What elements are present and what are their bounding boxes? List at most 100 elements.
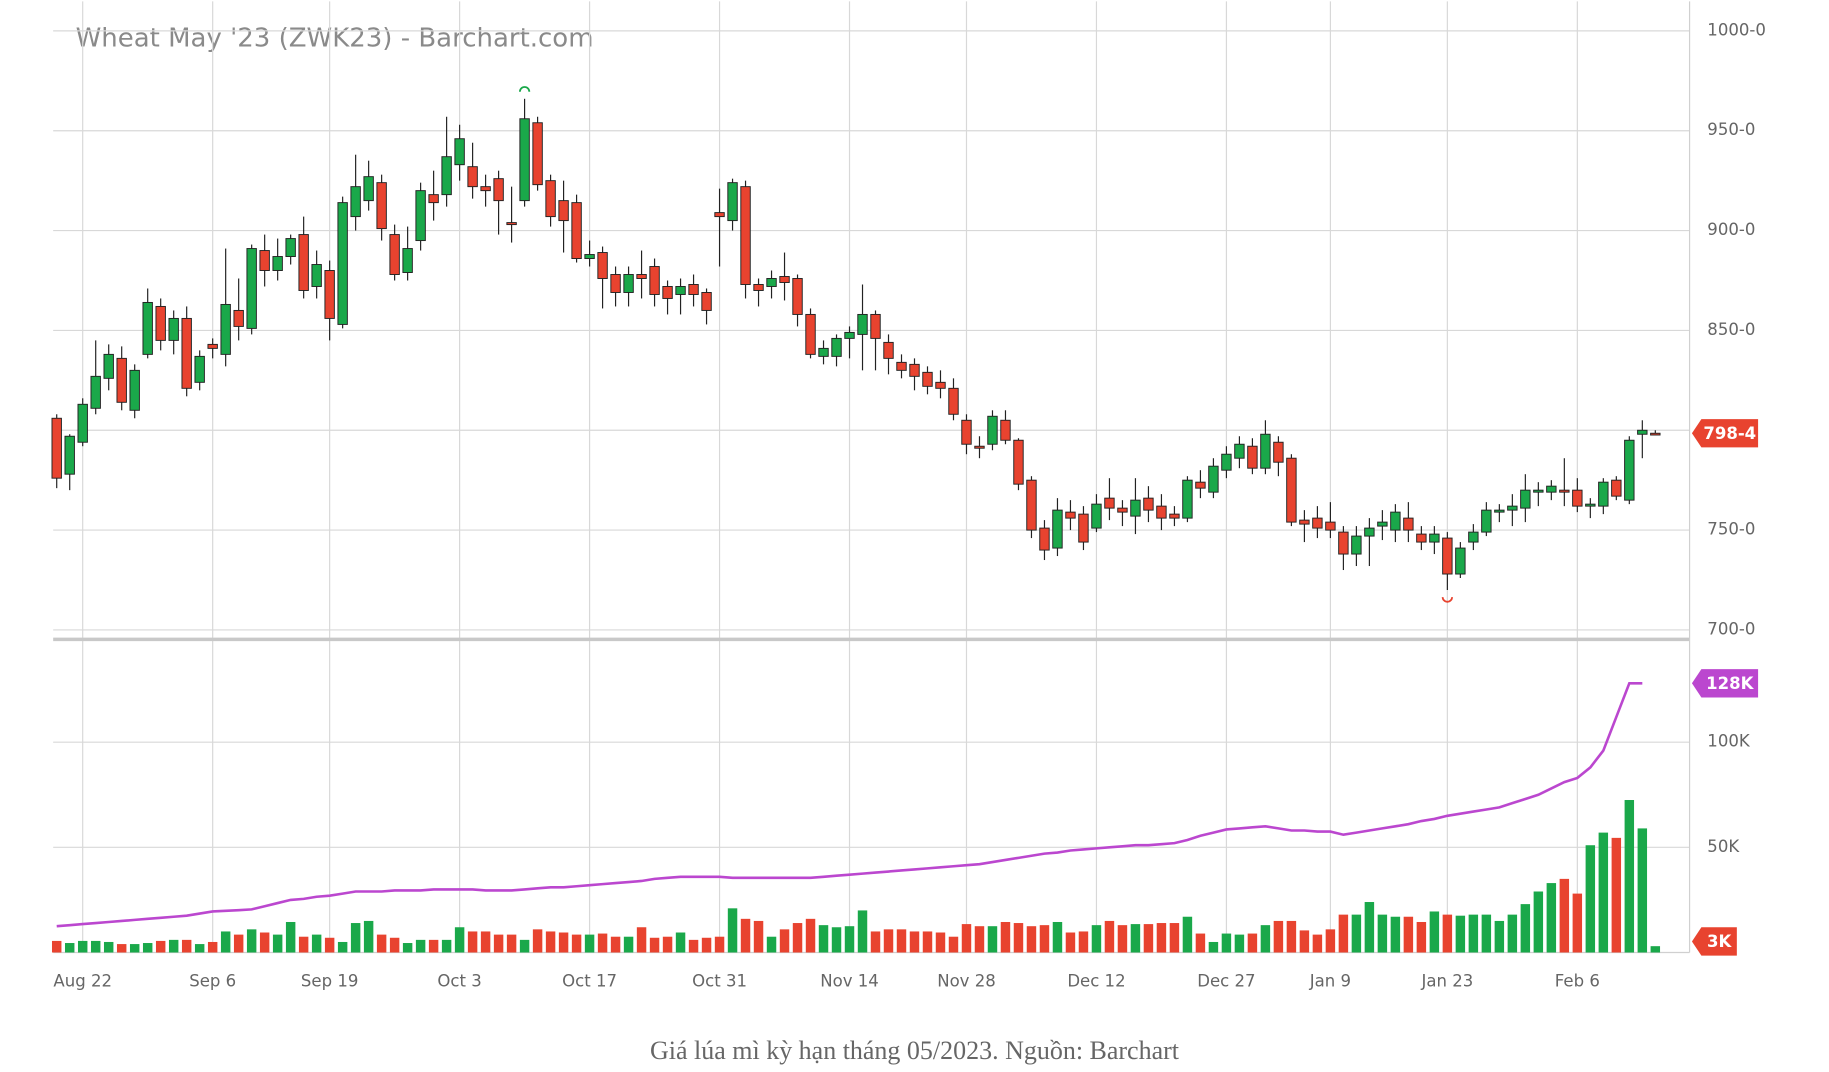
candle-body <box>1286 457 1297 523</box>
candle-body <box>454 138 465 166</box>
candle-body <box>1351 535 1362 555</box>
volume-bar <box>1117 925 1128 953</box>
volume-bar <box>844 926 855 953</box>
candle-body <box>1130 499 1141 517</box>
volume-bar <box>389 937 400 953</box>
volume-bar <box>51 940 62 953</box>
volume-bar <box>675 932 686 953</box>
candle-body <box>64 435 75 475</box>
y-tick-label: 100K <box>1707 732 1751 751</box>
volume-bar <box>1650 946 1661 953</box>
candle-body <box>207 343 218 349</box>
volume-bar <box>1221 933 1232 953</box>
volume-bar <box>1390 916 1401 953</box>
candle-body <box>1208 465 1219 493</box>
volume-bar <box>1130 924 1141 953</box>
candle-body <box>1299 519 1310 525</box>
x-tick-label: Oct 17 <box>562 972 617 991</box>
candle-body <box>1455 547 1466 575</box>
y-tick-label: 900-0 <box>1707 220 1755 239</box>
volume-bar <box>1624 800 1635 953</box>
candle-body <box>974 445 985 449</box>
candle-body <box>272 256 283 271</box>
candle-body <box>766 278 777 287</box>
volume-bar <box>1234 934 1245 953</box>
candle-body <box>584 254 595 260</box>
candle-body <box>480 186 491 192</box>
volume-bar <box>1455 915 1466 953</box>
volume-bar <box>1156 923 1167 953</box>
x-tick-label: Aug 22 <box>53 972 112 991</box>
x-tick-label: Dec 12 <box>1067 972 1125 991</box>
candle-body <box>142 301 153 355</box>
candle-body <box>350 186 361 218</box>
candle-body <box>402 248 413 273</box>
candle-body <box>1494 509 1505 513</box>
volume-bar <box>961 924 972 953</box>
volume-bar <box>1507 914 1518 953</box>
candle-body <box>1156 505 1167 519</box>
candle-body <box>714 212 725 218</box>
candle-body <box>1000 419 1011 441</box>
candle-body <box>1273 441 1284 463</box>
volume-bar <box>805 918 816 953</box>
volume-bar <box>740 918 751 953</box>
volume-bar <box>1169 923 1180 953</box>
candle-body <box>1416 533 1427 543</box>
volume-bar <box>350 923 361 953</box>
volume-bar <box>571 934 582 953</box>
volume-bar <box>662 936 673 953</box>
volume-bar <box>1429 911 1440 953</box>
candle-body <box>415 190 426 242</box>
candle-body <box>844 331 855 339</box>
volume-bar <box>415 939 426 953</box>
volume-bar <box>1325 929 1336 953</box>
candle-body <box>77 403 88 443</box>
candle-body <box>363 176 374 202</box>
candle-body <box>155 305 166 341</box>
x-tick-label: Sep 6 <box>189 972 236 991</box>
volume-bar <box>116 944 127 953</box>
grid <box>53 1 1690 953</box>
candle-body <box>688 284 699 295</box>
volume-bar <box>467 931 478 953</box>
candle-body <box>1221 453 1232 471</box>
candle-body <box>701 292 712 311</box>
volume-bar <box>259 932 270 953</box>
open-interest-tag <box>1691 669 1759 698</box>
volume-bar <box>220 931 231 953</box>
candle-body <box>1533 489 1544 493</box>
candle-body <box>532 122 543 186</box>
volume-bar <box>1052 921 1063 953</box>
volume-bar <box>64 943 75 953</box>
candle-body <box>1052 509 1063 549</box>
volume-bar <box>441 939 452 953</box>
volume-bar <box>1104 920 1115 953</box>
volume-bar <box>324 937 335 953</box>
volume-bar <box>701 937 712 953</box>
candle-body <box>519 118 530 202</box>
candle-body <box>1390 511 1401 531</box>
candle-body <box>376 182 387 230</box>
candle-body <box>493 178 504 202</box>
candle-body <box>922 371 933 387</box>
candle-body <box>1520 489 1531 509</box>
volume-bar <box>103 941 114 953</box>
volume-bar <box>1143 924 1154 953</box>
candle-body <box>649 266 660 295</box>
volume-bar <box>1585 845 1596 953</box>
volume-bar <box>1637 828 1648 953</box>
volume-bar <box>636 927 647 953</box>
volume-bar <box>818 925 829 953</box>
candle-body <box>1104 497 1115 509</box>
volume-bar <box>883 929 894 953</box>
candle-body <box>662 286 673 299</box>
candle-body <box>103 353 114 379</box>
volume-bar <box>649 937 660 953</box>
volume-bar <box>129 944 140 953</box>
y-tick-label: 850-0 <box>1707 320 1755 339</box>
candle-body <box>259 250 270 271</box>
candle-body <box>1234 443 1245 459</box>
candle-body <box>623 274 634 293</box>
